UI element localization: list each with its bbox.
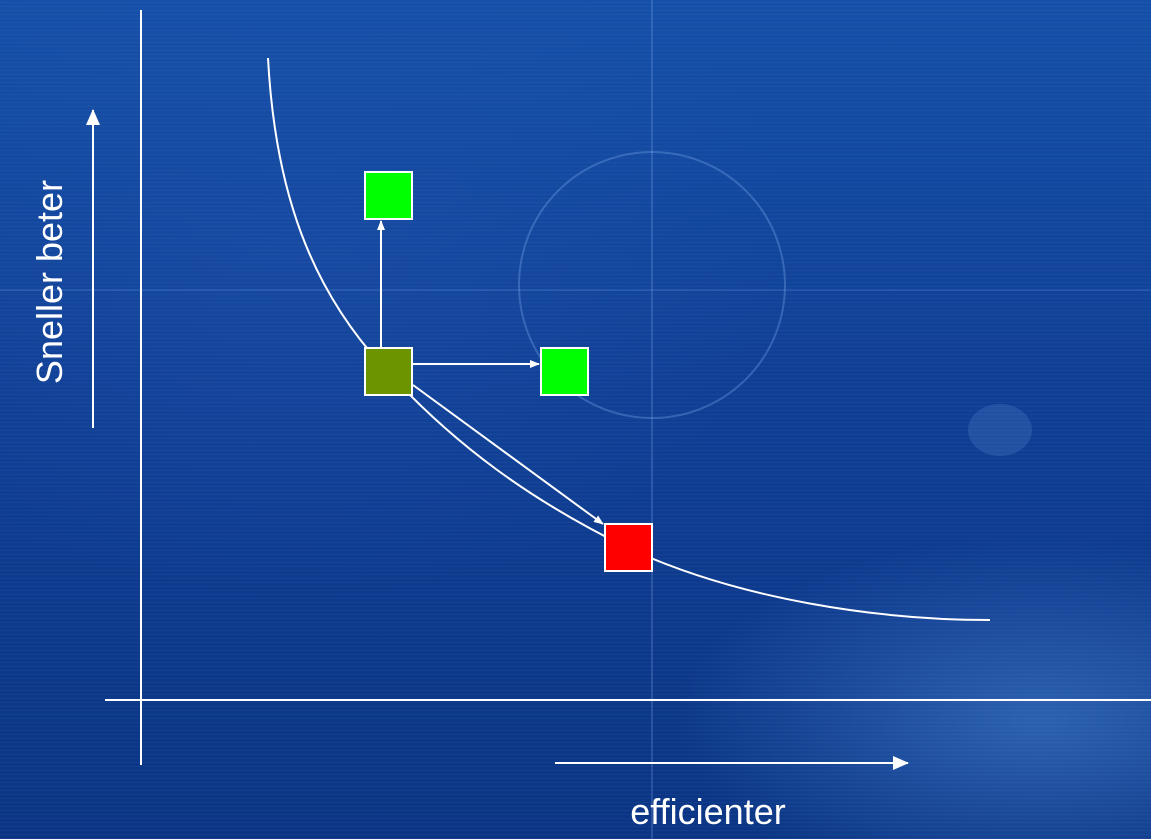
node-faster <box>364 171 413 220</box>
tradeoff-curve <box>267 57 991 621</box>
node-worse <box>604 523 653 572</box>
node-current <box>364 347 413 396</box>
arrow-to-worse <box>412 384 604 525</box>
x-axis-label: efficienter <box>630 791 786 832</box>
y-axis-label: Sneller beter <box>29 179 70 385</box>
node-more-efficient <box>540 347 589 396</box>
decorative-circle <box>518 151 786 419</box>
decorative-droplet <box>968 404 1032 456</box>
